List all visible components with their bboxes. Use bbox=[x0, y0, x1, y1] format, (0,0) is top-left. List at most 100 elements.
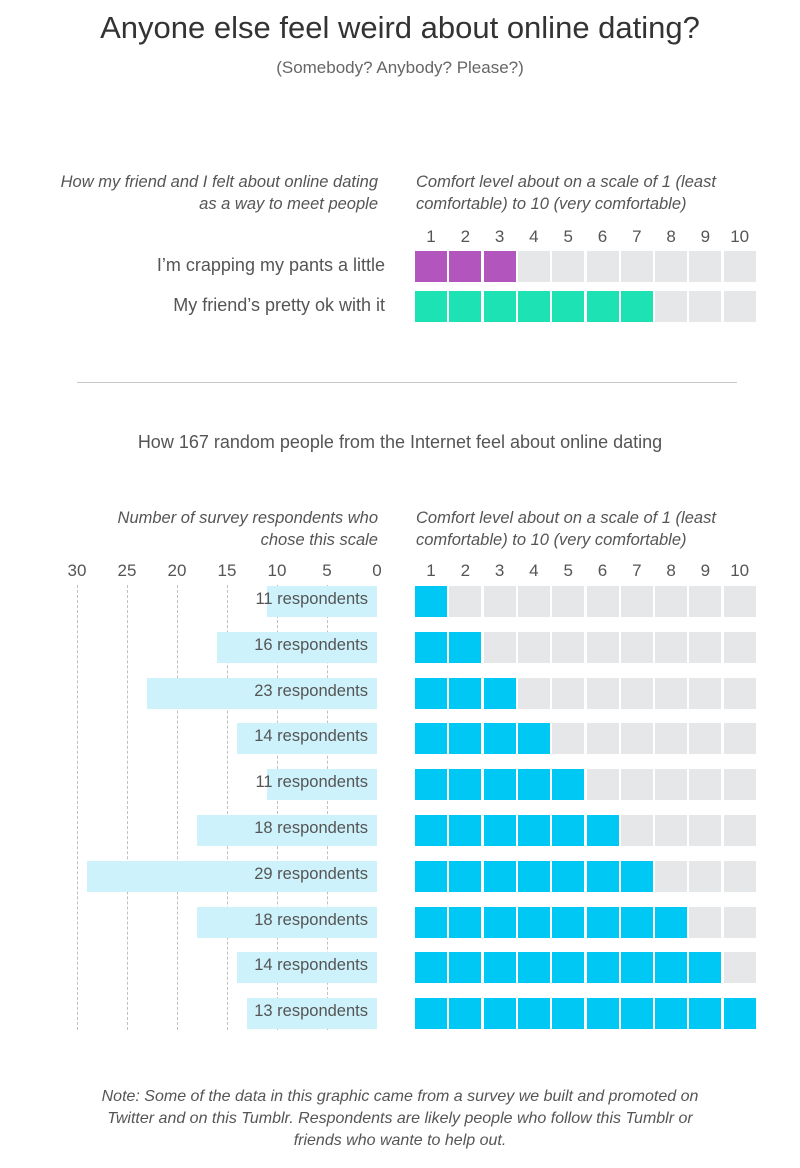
respondent-bar-label: 23 respondents bbox=[254, 681, 368, 700]
survey-cell-filled bbox=[552, 906, 585, 938]
survey-cell-empty bbox=[620, 586, 653, 617]
comparison-scale-tick: 7 bbox=[632, 227, 642, 246]
survey-cell-filled bbox=[415, 586, 447, 617]
survey-cell-empty bbox=[689, 677, 722, 709]
survey-cell-empty bbox=[689, 860, 722, 892]
survey-cell-empty bbox=[517, 631, 550, 663]
count-gridline bbox=[277, 585, 278, 1030]
survey-cell-filled bbox=[620, 998, 653, 1030]
comfort-cell-empty bbox=[689, 291, 722, 322]
survey-cell-empty bbox=[552, 723, 585, 755]
respondent-bar bbox=[247, 998, 377, 1030]
comfort-cell-filled bbox=[586, 291, 619, 322]
survey-cell-filled bbox=[483, 723, 516, 755]
comfort-cell-filled bbox=[552, 291, 585, 322]
survey-scale-tick: 1 bbox=[426, 561, 436, 580]
comfort-cell-empty bbox=[655, 291, 688, 322]
survey-cell-filled bbox=[483, 952, 516, 984]
survey-cell-empty bbox=[655, 723, 688, 755]
section-divider bbox=[77, 382, 737, 383]
comfort-cell-filled bbox=[449, 251, 482, 282]
survey-cell-filled bbox=[449, 769, 482, 801]
survey-cell-filled bbox=[415, 998, 447, 1030]
survey-cell-empty bbox=[723, 860, 756, 892]
comfort-cell-filled bbox=[483, 291, 516, 322]
survey-cell-filled bbox=[449, 815, 482, 846]
survey-scale-tick: 5 bbox=[563, 561, 573, 580]
survey-cell-empty bbox=[723, 815, 756, 846]
survey-cell-empty bbox=[689, 631, 722, 663]
survey-cell-empty bbox=[723, 586, 756, 617]
respondent-bar bbox=[197, 815, 377, 846]
survey-cell-filled bbox=[449, 998, 482, 1030]
survey-cell-filled bbox=[552, 860, 585, 892]
survey-cell-empty bbox=[689, 815, 722, 846]
survey-cell-empty bbox=[552, 631, 585, 663]
survey-cell-filled bbox=[517, 906, 550, 938]
comparison-scale-tick: 3 bbox=[494, 227, 505, 246]
survey-cell-filled bbox=[655, 998, 688, 1030]
comfort-cell-filled bbox=[483, 251, 516, 282]
respondent-bar-label: 11 respondents bbox=[255, 773, 368, 792]
survey-scale-tick: 9 bbox=[700, 561, 711, 580]
footnote: Note: Some of the data in this graphic c… bbox=[101, 1088, 699, 1149]
survey-cell-filled bbox=[655, 906, 688, 938]
count-gridline bbox=[227, 585, 228, 1030]
respondent-bar bbox=[197, 906, 377, 938]
survey-cell-filled bbox=[517, 723, 550, 755]
survey-cell-empty bbox=[723, 769, 756, 801]
survey-cell-empty bbox=[586, 586, 619, 617]
survey-cell-filled bbox=[415, 906, 447, 938]
count-axis-tick: 30 bbox=[67, 561, 87, 580]
respondent-bar bbox=[147, 677, 377, 709]
survey-cell-filled bbox=[415, 952, 447, 984]
comfort-cell-empty bbox=[723, 251, 756, 282]
respondent-bar-label: 18 respondents bbox=[254, 910, 368, 929]
survey-cell-filled bbox=[483, 769, 516, 801]
respondent-bar-label: 14 respondents bbox=[254, 956, 368, 975]
survey-cell-empty bbox=[517, 677, 550, 709]
respondent-bar-label: 13 respondents bbox=[254, 1002, 368, 1021]
comfort-cell-filled bbox=[517, 291, 550, 322]
count-gridline bbox=[127, 585, 128, 1030]
comfort-cell-filled bbox=[620, 291, 653, 322]
survey-cell-empty bbox=[723, 677, 756, 709]
survey-cell-filled bbox=[449, 906, 482, 938]
survey-cell-empty bbox=[552, 586, 585, 617]
survey-cell-filled bbox=[586, 860, 619, 892]
comparison-right-header: Comfort level about on a scale of 1 (lea… bbox=[416, 173, 716, 213]
survey-cell-empty bbox=[586, 631, 619, 663]
survey-cell-filled bbox=[415, 815, 447, 846]
survey-scale-tick: 8 bbox=[666, 561, 676, 580]
count-axis-tick: 0 bbox=[372, 561, 382, 580]
comfort-cell-empty bbox=[586, 251, 619, 282]
survey-cell-empty bbox=[723, 906, 756, 938]
comfort-cell-filled bbox=[415, 251, 447, 282]
survey-cell-filled bbox=[415, 723, 447, 755]
count-gridline bbox=[77, 585, 78, 1030]
survey-scale-tick: 3 bbox=[494, 561, 505, 580]
survey-cell-filled bbox=[723, 998, 756, 1030]
comparison-scale-tick: 2 bbox=[460, 227, 471, 246]
count-axis-tick: 25 bbox=[117, 561, 137, 580]
survey-cell-empty bbox=[552, 677, 585, 709]
survey-cell-filled bbox=[483, 677, 516, 709]
comparison-row-label: I’m crapping my pants a little bbox=[156, 255, 385, 275]
count-axis-tick: 15 bbox=[217, 561, 237, 580]
comparison-scale-tick: 1 bbox=[426, 227, 436, 246]
respondent-bar bbox=[267, 586, 377, 617]
survey-cell-filled bbox=[449, 677, 482, 709]
survey-cell-empty bbox=[655, 769, 688, 801]
comparison-scale-tick: 8 bbox=[666, 227, 676, 246]
survey-cell-filled bbox=[517, 998, 550, 1030]
respondent-bar-label: 14 respondents bbox=[254, 727, 368, 746]
survey-cell-empty bbox=[655, 815, 688, 846]
survey-cell-filled bbox=[586, 906, 619, 938]
count-gridline bbox=[327, 585, 328, 1030]
comfort-cell-empty bbox=[689, 251, 722, 282]
survey-cell-filled bbox=[415, 631, 447, 663]
comparison-scale-tick: 5 bbox=[563, 227, 573, 246]
comparison-scale-tick: 4 bbox=[529, 227, 539, 246]
survey-cell-empty bbox=[483, 586, 516, 617]
survey-cell-empty bbox=[620, 677, 653, 709]
